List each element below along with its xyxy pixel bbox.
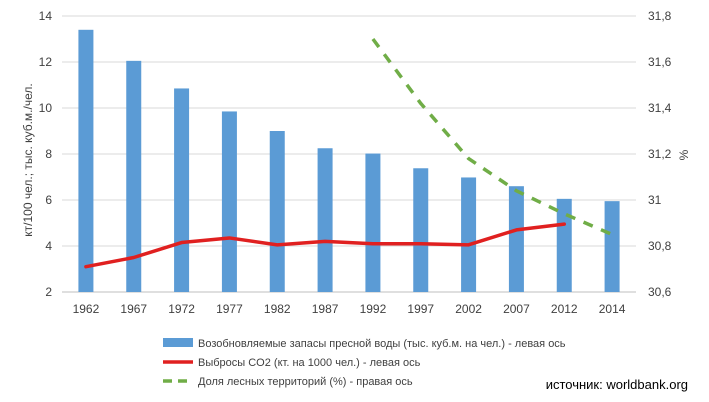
- legend-label-co2: Выбросы CO2 (кт. на 1000 чел.) - левая о…: [198, 357, 421, 369]
- x-tick-label: 1987: [312, 302, 339, 316]
- x-tick-label: 1982: [264, 302, 291, 316]
- y-left-tick-label: 8: [45, 147, 52, 161]
- x-axis-ticks: 1962 1967 1972 1977 1982 1987 1992 1997 2002 2007…: [73, 302, 626, 316]
- x-tick-label: 1972: [168, 302, 195, 316]
- y-left-tick-label: 10: [39, 101, 53, 115]
- x-tick-label: 2002: [455, 302, 482, 316]
- y-left-tick-label: 14: [39, 9, 53, 23]
- bar-1962: [78, 29, 94, 293]
- y-right-tick-label: 30,8: [648, 239, 672, 253]
- y-left-axis-label: кт/100 чел.; тыс. куб.м./чел.: [21, 83, 35, 236]
- y-right-tick-label: 30,6: [648, 285, 672, 299]
- bar-1982: [269, 131, 285, 292]
- x-tick-label: 1967: [120, 302, 147, 316]
- bar-2007: [508, 186, 524, 292]
- bar-1992: [365, 153, 381, 292]
- source-note: источник: worldbank.org: [546, 377, 688, 392]
- y-left-tick-label: 6: [45, 193, 52, 207]
- y-right-tick-label: 31,2: [648, 147, 672, 161]
- bar-2014: [604, 201, 620, 292]
- bar-1977: [221, 111, 237, 292]
- bar-1967: [126, 60, 142, 292]
- x-tick-label: 1997: [407, 302, 434, 316]
- bar-2012: [556, 198, 572, 292]
- line-forest: [371, 37, 613, 237]
- y-left-tick-label: 2: [45, 285, 52, 299]
- x-tick-label: 2012: [551, 302, 578, 316]
- bar-1997: [413, 168, 429, 292]
- line-co2: [84, 222, 566, 269]
- bar-1987: [317, 148, 333, 292]
- legend-label-freshwater: Возобновляемые запасы пресной воды (тыс.…: [198, 338, 566, 350]
- x-tick-label: 2014: [599, 302, 626, 316]
- y-right-tick-label: 31,8: [648, 9, 672, 23]
- bar-1972: [174, 88, 190, 292]
- legend-label-forest: Доля лесных территорий (%) - правая ось: [198, 376, 413, 388]
- x-tick-label: 1962: [73, 302, 100, 316]
- y-left-tick-label: 4: [45, 239, 52, 253]
- y-right-axis-ticks: 30,6 30,8 31 31,2 31,4 31,6 31,8: [648, 9, 672, 299]
- y-right-tick-label: 31,4: [648, 101, 672, 115]
- y-left-axis-ticks: 2 4 6 8 10 12 14: [39, 9, 53, 299]
- legend: Возобновляемые запасы пресной воды (тыс.…: [163, 338, 566, 388]
- y-left-tick-label: 12: [39, 55, 53, 69]
- bar-series-freshwater: [78, 29, 620, 293]
- x-tick-label: 2007: [503, 302, 530, 316]
- x-tick-label: 1977: [216, 302, 243, 316]
- x-tick-label: 1992: [360, 302, 387, 316]
- y-right-tick-label: 31: [648, 193, 662, 207]
- line-series: [84, 37, 613, 269]
- bar-2002: [461, 177, 477, 292]
- y-right-tick-label: 31,6: [648, 55, 672, 69]
- legend-swatch-bar: [163, 338, 193, 347]
- gridlines: [62, 15, 636, 293]
- y-right-axis-label: %: [677, 149, 691, 160]
